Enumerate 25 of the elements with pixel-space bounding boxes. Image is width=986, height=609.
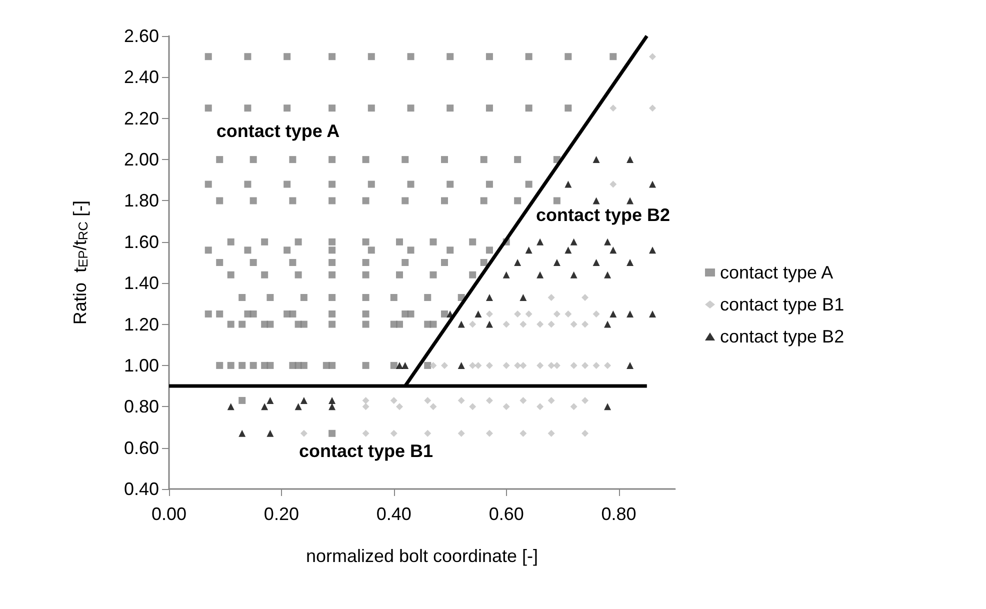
annotation: contact type B2: [536, 205, 670, 225]
y-tick-label: 1.00: [124, 355, 159, 376]
y-tick-label: 1.80: [124, 190, 159, 211]
annotation: contact type A: [216, 121, 340, 141]
legend-label: contact type B1: [720, 294, 844, 314]
x-axis-title: normalized bolt coordinate [-]: [306, 546, 538, 566]
y-tick-label: 2.20: [124, 108, 159, 128]
y-tick-label: 0.80: [124, 396, 159, 417]
y-tick-label: 1.20: [124, 314, 159, 334]
x-tick-label: 0.20: [264, 504, 299, 524]
y-tick-label: 2.00: [124, 150, 159, 170]
x-tick-label: 0.80: [601, 504, 636, 524]
y-tick-label: 0.40: [124, 479, 159, 499]
y-tick-label: 1.60: [124, 232, 159, 252]
legend-label: contact type B2: [720, 326, 844, 346]
x-tick-label: 0.40: [376, 504, 412, 524]
y-tick-label: 2.40: [124, 67, 159, 88]
x-tick-label: 0.00: [151, 504, 187, 524]
y-tick-label: 0.60: [124, 438, 159, 458]
annotation: contact type B1: [298, 441, 434, 461]
y-axis-title: Ratio tEP/tRC [-]: [70, 200, 90, 325]
y-tick-label: 1.40: [124, 273, 159, 294]
legend-label: contact type A: [720, 262, 834, 282]
x-tick-label: 0.60: [488, 504, 524, 524]
y-tick-label: 2.60: [124, 26, 159, 46]
